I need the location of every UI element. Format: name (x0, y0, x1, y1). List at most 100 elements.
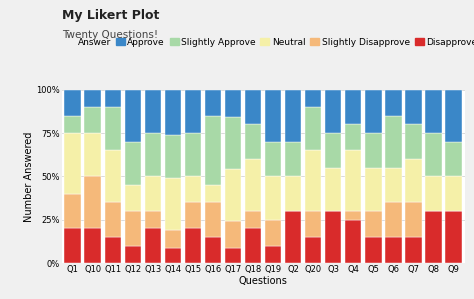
Bar (405, 90, 422, 124)
Bar (365, 133, 382, 168)
Bar (445, 211, 462, 263)
Bar (325, 90, 341, 133)
Bar (145, 176, 161, 211)
Bar (205, 185, 221, 202)
Legend: Answer, Approve, Slightly Approve, Neutral, Slightly Disapprove, Disapprove: Answer, Approve, Slightly Approve, Neutr… (66, 38, 474, 47)
Bar (225, 170, 241, 222)
Bar (84, 90, 101, 107)
Bar (385, 202, 401, 237)
Bar (305, 90, 321, 107)
Bar (345, 211, 362, 220)
Bar (84, 228, 101, 263)
Bar (145, 211, 161, 228)
Bar (265, 220, 281, 246)
Bar (64, 90, 81, 116)
X-axis label: Questions: Questions (238, 276, 288, 286)
Bar (285, 142, 301, 176)
Bar (325, 168, 341, 211)
Bar (185, 228, 201, 263)
Bar (305, 150, 321, 211)
Bar (305, 211, 321, 237)
Bar (225, 118, 241, 170)
Bar (84, 107, 101, 133)
Bar (285, 176, 301, 211)
Bar (385, 90, 401, 116)
Bar (365, 237, 382, 263)
Bar (245, 211, 261, 228)
Bar (345, 90, 362, 124)
Bar (164, 90, 181, 135)
Bar (245, 228, 261, 263)
Bar (84, 133, 101, 176)
Bar (245, 159, 261, 211)
Bar (104, 237, 121, 263)
Bar (425, 90, 442, 133)
Bar (104, 107, 121, 150)
Bar (225, 90, 241, 118)
Bar (125, 185, 141, 211)
Bar (205, 90, 221, 116)
Bar (164, 178, 181, 230)
Bar (185, 176, 201, 202)
Bar (385, 237, 401, 263)
Bar (104, 202, 121, 237)
Bar (185, 133, 201, 176)
Bar (205, 116, 221, 185)
Bar (425, 176, 442, 211)
Bar (265, 176, 281, 220)
Bar (365, 90, 382, 133)
Bar (64, 116, 81, 133)
Bar (265, 142, 281, 176)
Bar (305, 107, 321, 150)
Bar (365, 168, 382, 211)
Bar (305, 237, 321, 263)
Bar (285, 90, 301, 142)
Bar (164, 230, 181, 248)
Bar (445, 176, 462, 211)
Bar (385, 168, 401, 202)
Bar (125, 142, 141, 185)
Bar (185, 202, 201, 228)
Bar (245, 90, 261, 124)
Bar (445, 142, 462, 176)
Text: Twenty Questions!: Twenty Questions! (62, 30, 158, 40)
Bar (445, 90, 462, 142)
Bar (405, 124, 422, 159)
Y-axis label: Number Answered: Number Answered (24, 131, 34, 222)
Bar (425, 133, 442, 176)
Bar (405, 202, 422, 237)
Bar (345, 220, 362, 263)
Bar (325, 133, 341, 168)
Bar (104, 150, 121, 202)
Bar (365, 211, 382, 237)
Bar (125, 246, 141, 263)
Bar (64, 228, 81, 263)
Bar (225, 248, 241, 263)
Bar (64, 133, 81, 194)
Bar (385, 116, 401, 168)
Bar (64, 194, 81, 228)
Bar (265, 90, 281, 142)
Bar (145, 228, 161, 263)
Bar (164, 248, 181, 263)
Bar (104, 90, 121, 107)
Bar (265, 246, 281, 263)
Bar (225, 222, 241, 248)
Bar (425, 211, 442, 263)
Bar (285, 211, 301, 263)
Bar (84, 176, 101, 228)
Bar (164, 135, 181, 178)
Bar (205, 237, 221, 263)
Bar (405, 159, 422, 202)
Bar (125, 211, 141, 246)
Bar (185, 90, 201, 133)
Text: My Likert Plot: My Likert Plot (62, 9, 159, 22)
Bar (405, 237, 422, 263)
Bar (145, 133, 161, 176)
Bar (205, 202, 221, 237)
Bar (345, 124, 362, 150)
Bar (325, 211, 341, 263)
Bar (345, 150, 362, 211)
Bar (125, 90, 141, 142)
Bar (145, 90, 161, 133)
